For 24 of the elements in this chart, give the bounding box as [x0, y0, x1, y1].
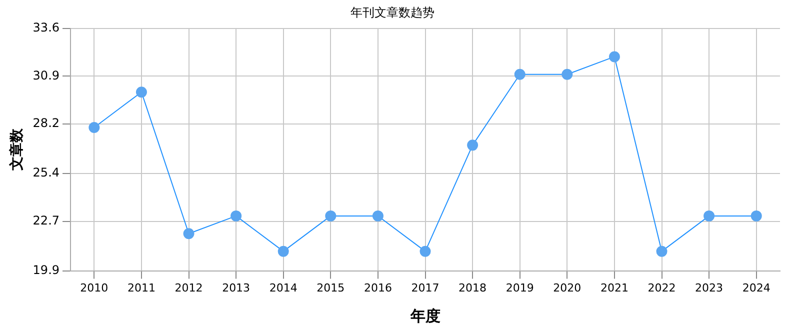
y-tick-label: 25.4	[32, 166, 60, 180]
x-tick-label: 2020	[553, 281, 582, 294]
y-tick-label: 19.9	[32, 262, 60, 277]
x-tick-label: 2012	[174, 281, 203, 294]
y-tick-label: 22.7	[32, 213, 60, 228]
x-tick-label: 2014	[269, 281, 298, 294]
x-axis-title: 年度	[409, 306, 440, 325]
x-tick-label: 2017	[411, 281, 440, 294]
x-tick-label: 2018	[458, 281, 487, 294]
x-tick-label: 2016	[364, 281, 392, 294]
y-tick-label: 33.6	[32, 20, 60, 35]
x-tick-label: 2011	[127, 281, 156, 294]
chart-title: 年刊文章数趋势	[350, 5, 434, 20]
x-tick-label: 2013	[222, 281, 250, 294]
x-tick-label: 2024	[742, 281, 770, 294]
x-tick-label: 2021	[600, 281, 628, 294]
y-axis-title: 文章数	[8, 128, 26, 172]
y-tick-label: 30.9	[32, 68, 60, 82]
x-tick-label: 2015	[316, 281, 345, 294]
x-tick-label: 2010	[80, 281, 108, 294]
x-tick-label: 2019	[506, 281, 534, 294]
y-tick-label: 28.2	[32, 116, 60, 130]
x-tick-label: 2022	[648, 281, 676, 294]
x-tick-label: 2023	[695, 281, 724, 294]
